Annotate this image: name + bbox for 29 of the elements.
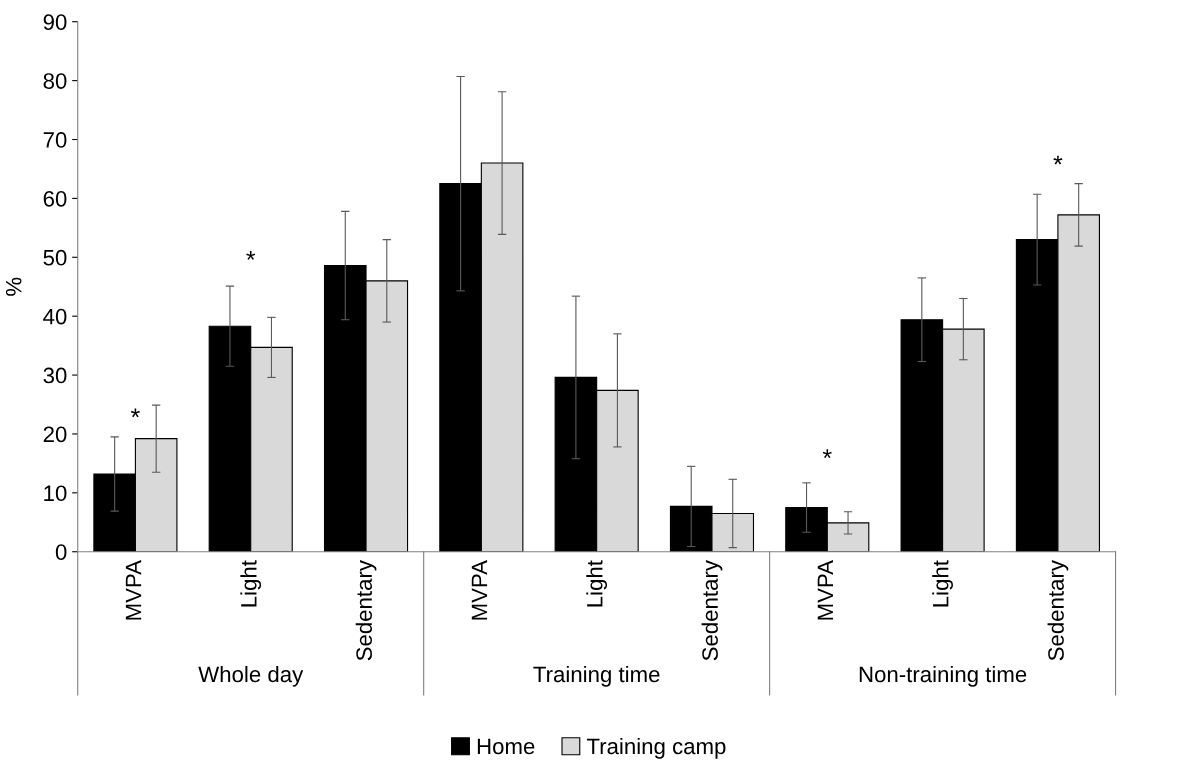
legend-label: Home xyxy=(477,738,535,755)
text: Whole day xyxy=(198,665,304,687)
y-tick-label: 0 xyxy=(55,544,67,561)
y-tick-label: 30 xyxy=(43,367,67,384)
y-tick-label: 20 xyxy=(43,426,67,443)
x-tick-label: Light xyxy=(932,560,953,607)
x-tick-label: Light xyxy=(240,560,262,607)
x-tick-label: Sedentary xyxy=(355,560,377,661)
annotation: * xyxy=(1053,155,1063,165)
x-tick-label: MVPA xyxy=(125,560,142,620)
annotation: * xyxy=(822,449,832,459)
y-tick-label: 60 xyxy=(43,190,67,207)
x-tick-label: Sedentary xyxy=(1047,560,1069,661)
x-tick-label: MVPA xyxy=(471,560,488,620)
y-axis-title: % xyxy=(5,277,22,296)
x-tick-label: Sedentary xyxy=(701,560,723,661)
annotation: * xyxy=(246,251,256,260)
text: Training time xyxy=(533,665,660,687)
y-tick-label: 70 xyxy=(43,132,67,148)
y-tick-label: 50 xyxy=(43,249,67,266)
x-tick-label: MVPA xyxy=(817,560,834,620)
y-tick-label: 10 xyxy=(44,485,67,502)
y-tick-label: 90 xyxy=(43,14,67,30)
text: Non-training time xyxy=(859,665,1027,687)
y-tick-label: 80 xyxy=(43,73,67,89)
legend-label: Training camp xyxy=(586,737,726,759)
annotation: * xyxy=(130,408,140,418)
y-tick-label: 40 xyxy=(43,308,67,325)
x-tick-label: Light xyxy=(586,560,608,607)
